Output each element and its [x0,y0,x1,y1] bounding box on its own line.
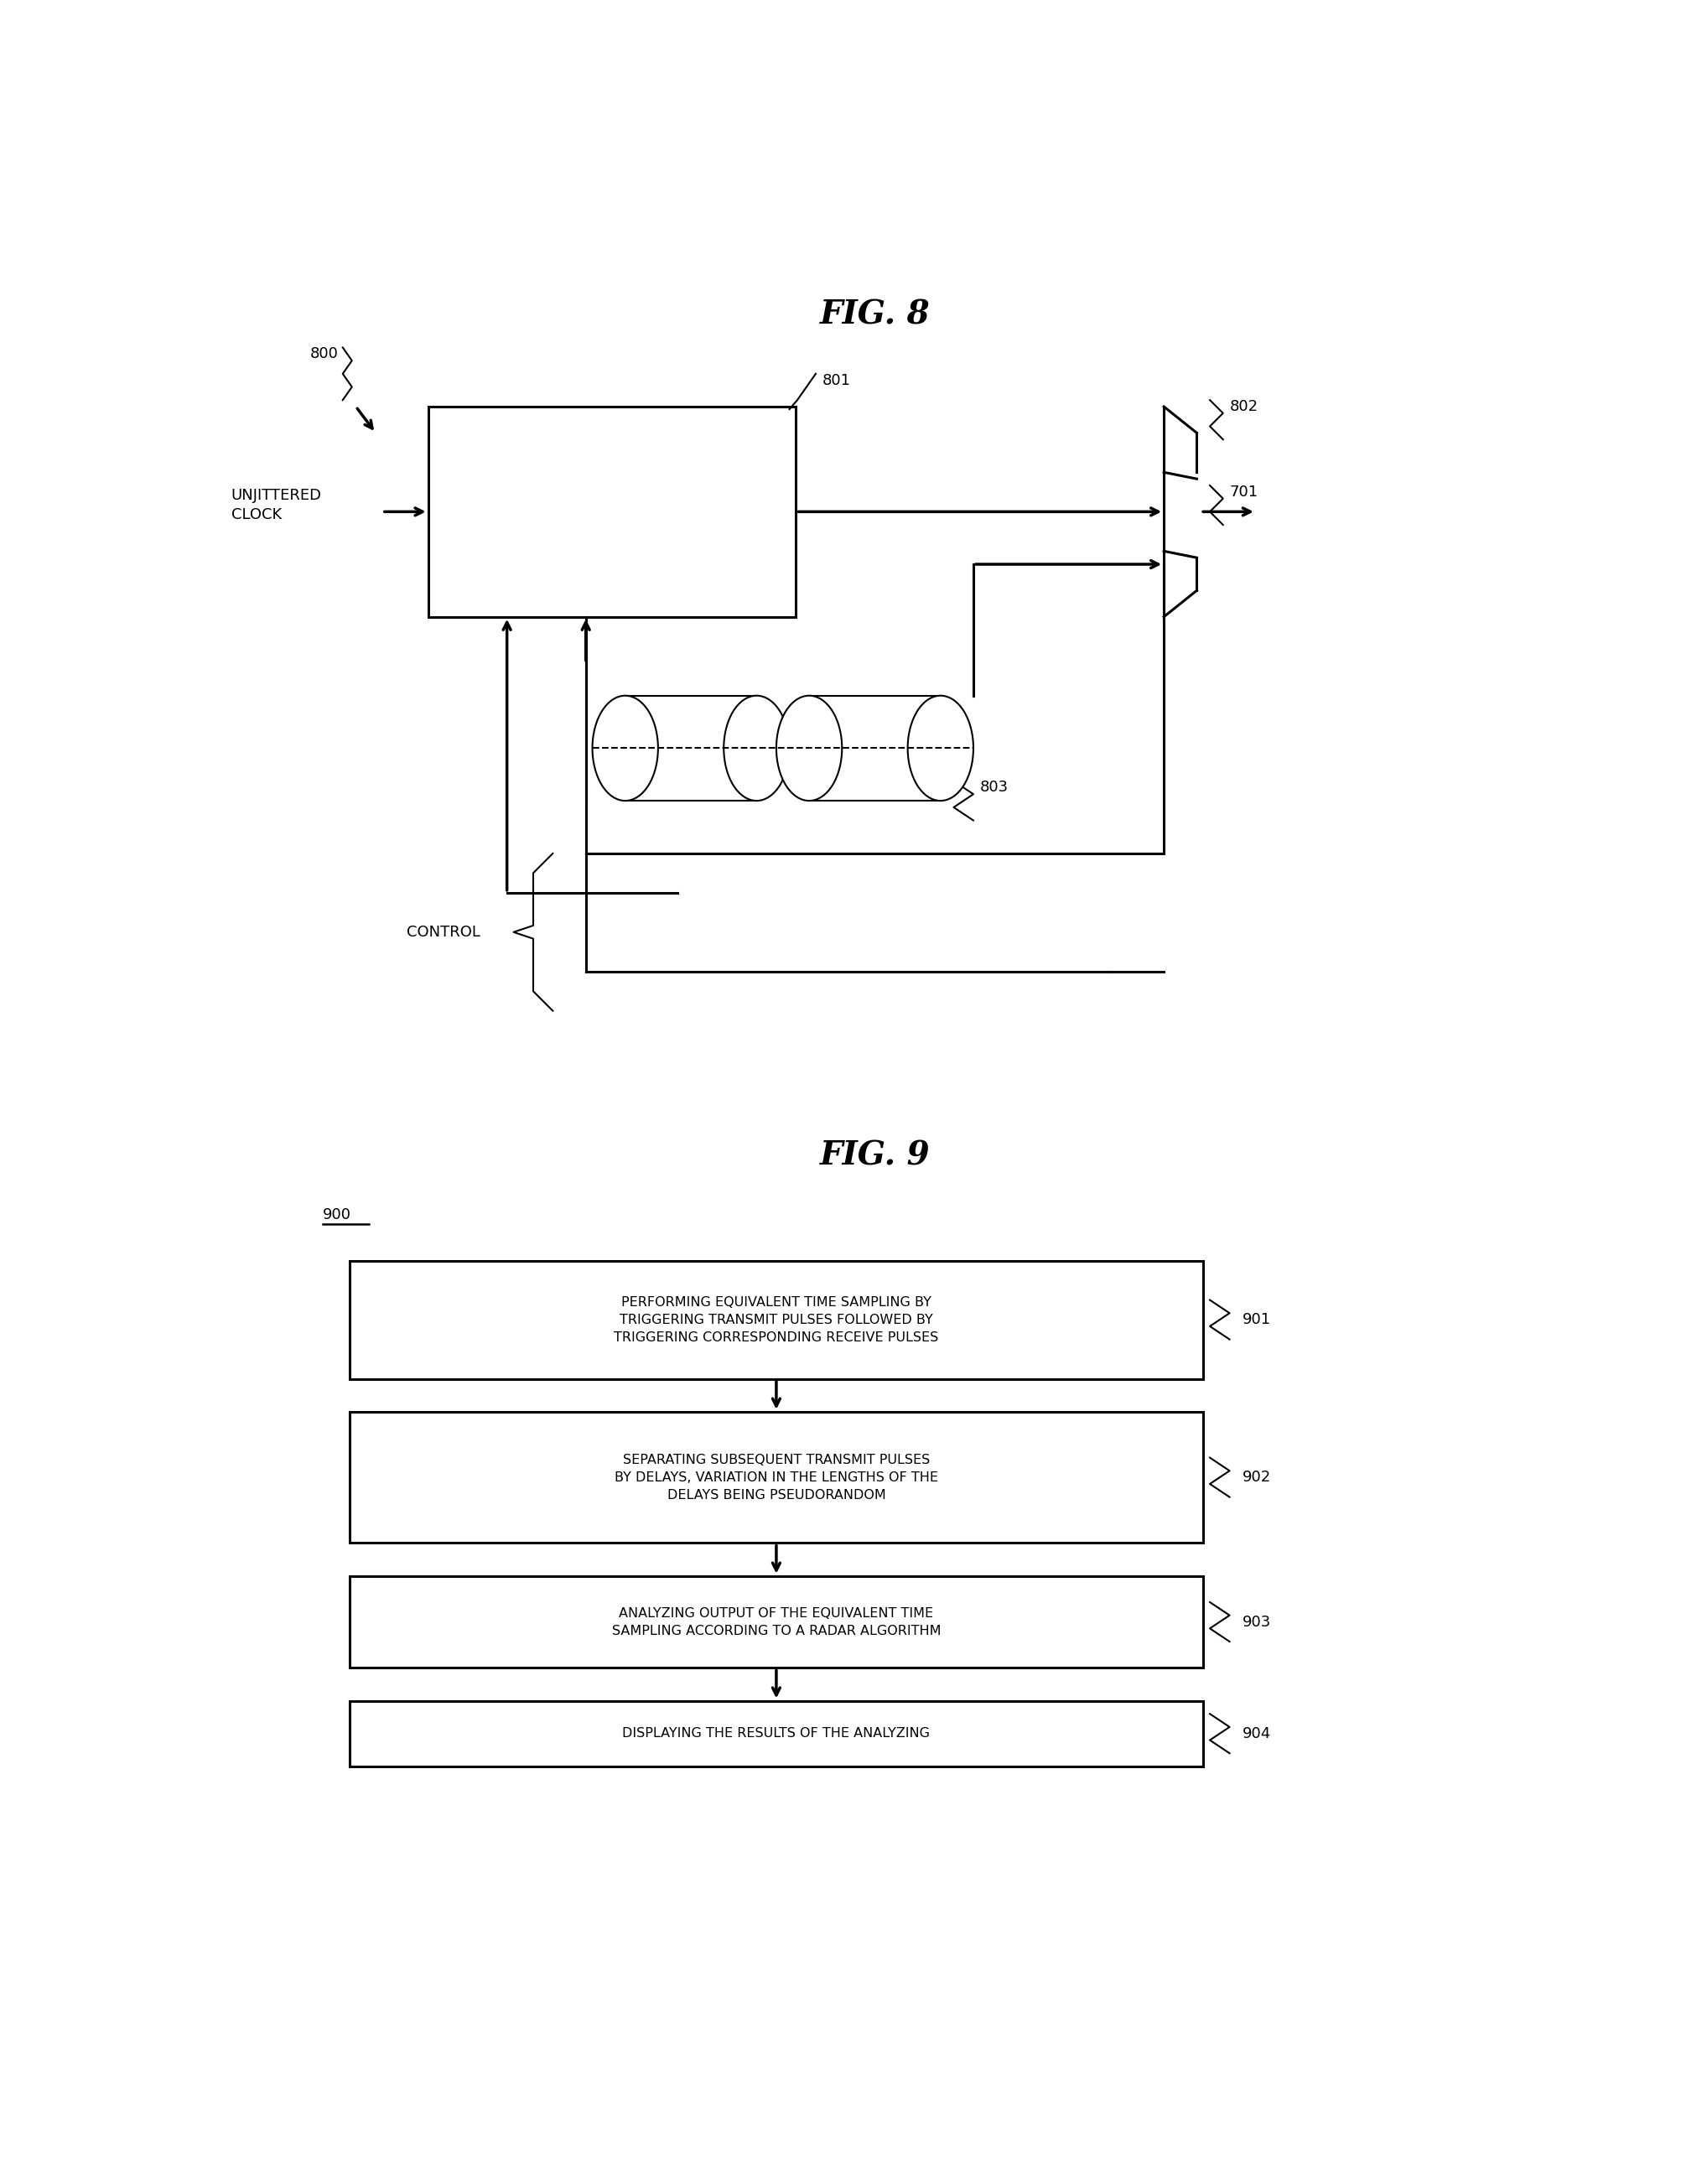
Text: 903: 903 [1243,1614,1272,1629]
Text: SEPARATING SUBSEQUENT TRANSMIT PULSES
BY DELAYS, VARIATION IN THE LENGTHS OF THE: SEPARATING SUBSEQUENT TRANSMIT PULSES BY… [615,1455,939,1500]
Bar [350,1577,1203,1669]
Text: FIG. 9: FIG. 9 [819,1140,930,1171]
Ellipse shape [908,697,973,802]
Text: CONTROL: CONTROL [406,924,481,939]
Text: 902: 902 [1243,1470,1272,1485]
Bar [809,697,941,802]
Text: 801: 801 [823,373,850,389]
Ellipse shape [777,697,842,802]
Bar [428,406,795,616]
Ellipse shape [724,697,789,802]
Text: 803: 803 [980,780,1009,795]
Text: DISPLAYING THE RESULTS OF THE ANALYZING: DISPLAYING THE RESULTS OF THE ANALYZING [623,1728,930,1741]
Bar [350,1411,1203,1544]
Bar [625,697,756,802]
Text: PERFORMING EQUIVALENT TIME SAMPLING BY
TRIGGERING TRANSMIT PULSES FOLLOWED BY
TR: PERFORMING EQUIVALENT TIME SAMPLING BY T… [615,1295,939,1343]
Text: 900: 900 [323,1208,352,1223]
Text: FIG. 8: FIG. 8 [819,299,930,330]
Text: 701: 701 [1229,485,1258,500]
Ellipse shape [592,697,659,802]
Text: ANALYZING OUTPUT OF THE EQUIVALENT TIME
SAMPLING ACCORDING TO A RADAR ALGORITHM: ANALYZING OUTPUT OF THE EQUIVALENT TIME … [611,1607,941,1638]
Bar [350,1260,1203,1378]
Text: 904: 904 [1243,1725,1272,1741]
Text: UNJITTERED
CLOCK: UNJITTERED CLOCK [230,487,321,522]
Text: 901: 901 [1243,1313,1272,1328]
Text: 800: 800 [311,347,338,363]
Bar [350,1701,1203,1767]
Text: 802: 802 [1229,400,1258,415]
